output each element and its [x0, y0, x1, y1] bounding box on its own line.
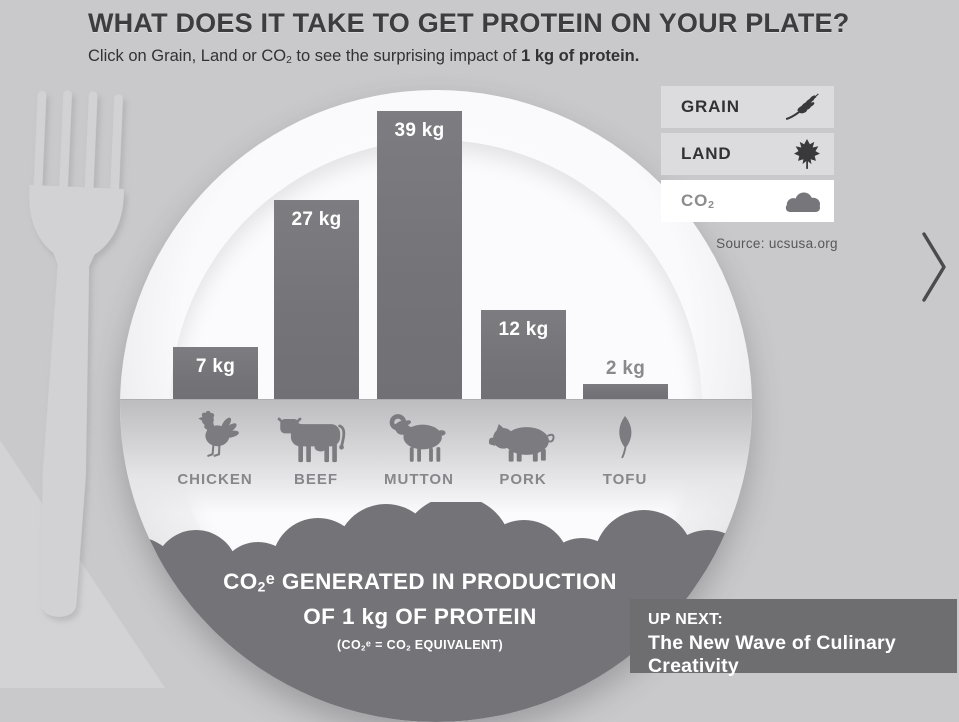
category-label: PORK — [499, 471, 547, 488]
bar-value-label: 27 kg — [291, 209, 342, 230]
up-next-banner[interactable]: UP NEXT: The New Wave of Culinary Creati… — [630, 599, 957, 677]
land-button-label: LAND — [681, 144, 732, 163]
chicken-icon — [191, 406, 239, 464]
bar-beef — [274, 200, 359, 399]
category-label: BEEF — [293, 471, 338, 488]
bar-value-label: 12 kg — [498, 319, 549, 340]
legend-buttons: GRAIN LAND CO2 — [661, 86, 834, 227]
cloud-icon — [782, 191, 820, 212]
caption-note: (CO2e = CO2 EQUIVALENT) — [336, 637, 504, 653]
next-arrow-icon[interactable] — [922, 232, 948, 302]
category-label: TOFU — [602, 471, 648, 488]
header: WHAT DOES IT TAKE TO GET PROTEIN ON YOUR… — [88, 0, 849, 66]
bar-value-label: 7 kg — [195, 356, 236, 377]
chart-caption: CO2e GENERATED IN PRODUCTION OF 1 kg OF … — [120, 564, 720, 652]
category-label: MUTTON — [384, 471, 454, 488]
grain-button-label: GRAIN — [681, 97, 740, 116]
grain-button[interactable]: GRAIN — [661, 86, 834, 128]
bar-chicken — [173, 347, 258, 399]
bar-pork — [481, 310, 566, 399]
page-title: WHAT DOES IT TAKE TO GET PROTEIN ON YOUR… — [88, 8, 850, 38]
page-subtitle: Click on Grain, Land or CO2 to see the s… — [88, 47, 640, 67]
source-attribution: Source: ucsusa.org — [716, 236, 838, 251]
up-next-title: The New Wave of Culinary Creativity — [648, 632, 896, 677]
leaf-icon — [613, 410, 637, 464]
ram-icon — [386, 410, 452, 464]
maple-leaf-icon — [794, 139, 820, 169]
bar-value-label: 39 kg — [394, 120, 445, 141]
bar-tofu — [583, 384, 668, 399]
up-next-kicker: UP NEXT: — [648, 611, 724, 628]
bar-value-label: 2 kg — [605, 358, 646, 379]
bar-mutton — [377, 111, 462, 399]
co2-button-label: CO2 — [681, 190, 715, 212]
cow-icon — [276, 412, 356, 464]
category-label: CHICKEN — [177, 471, 253, 488]
co2-button[interactable]: CO2 — [661, 180, 834, 222]
bar-chart: 7 kg CHICKEN 27 kg BEEF 39 kg MUTTON 12 kg PORK… — [120, 90, 752, 722]
caption-line-2: OF 1 kg OF PROTEIN — [303, 603, 537, 629]
wheat-icon — [784, 93, 820, 121]
chart-baseline-band — [120, 399, 752, 514]
land-button[interactable]: LAND — [661, 133, 834, 175]
caption-line-1: CO2e GENERATED IN PRODUCTION — [223, 568, 617, 595]
infographic-stage: 7 kg CHICKEN 27 kg BEEF 39 kg MUTTON 12 kg PORK… — [29, 0, 957, 722]
fork-decoration — [29, 90, 125, 617]
pig-icon — [489, 418, 557, 464]
